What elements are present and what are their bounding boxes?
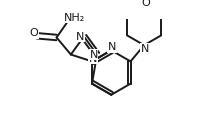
Text: O: O [141,0,150,9]
Text: N: N [89,54,97,64]
Text: N: N [108,42,116,52]
Text: N: N [141,44,149,54]
Text: NH₂: NH₂ [64,13,86,23]
Text: O: O [30,28,38,38]
Text: N: N [76,31,85,42]
Text: N: N [89,50,98,59]
